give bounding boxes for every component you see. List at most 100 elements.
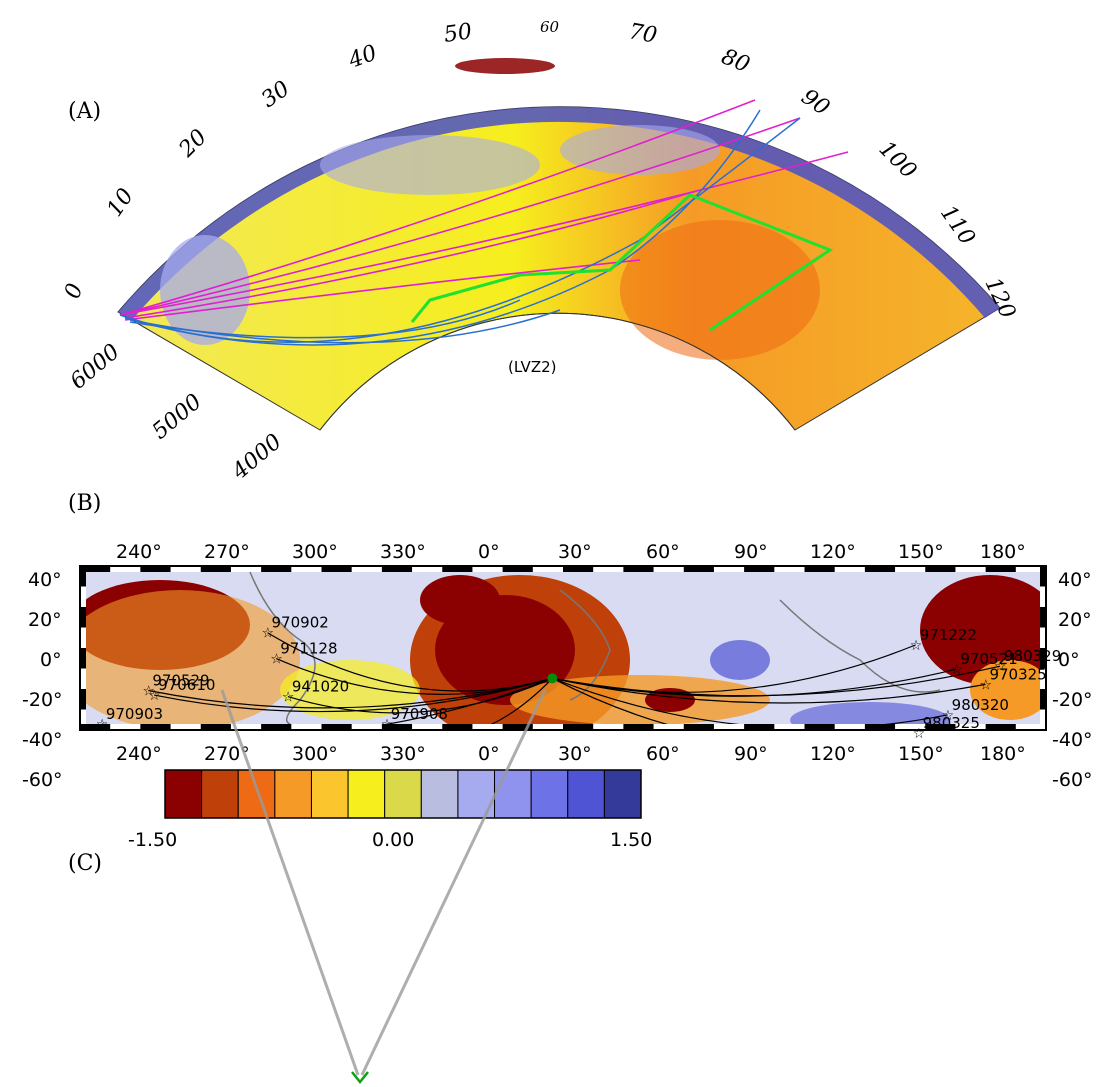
angle-tick: 60 xyxy=(540,18,560,36)
lat-tick-left: 40° xyxy=(28,569,62,591)
event-label: 971222 xyxy=(920,626,977,644)
surface-ray-paths xyxy=(101,632,1001,724)
colorbar-swatch xyxy=(237,769,276,819)
colorbar-swatch xyxy=(530,769,569,819)
panel-c-partial: (C) xyxy=(68,689,547,1085)
lon-tick-bottom: 0° xyxy=(478,743,500,765)
frame-checker-segment xyxy=(683,566,714,572)
lon-tick-top: 270° xyxy=(204,541,250,563)
lon-tick-top: 0° xyxy=(478,541,500,563)
lat-tick-right: 40° xyxy=(1058,569,1092,591)
frame-checker-segment xyxy=(804,724,835,730)
angle-tick: 80 xyxy=(718,44,753,78)
colorbar-swatch xyxy=(164,769,203,819)
panel-a-cross-section: (A) (LVZ2) 0 xyxy=(60,18,1020,485)
core-cutout xyxy=(319,312,796,431)
colorbar-swatch xyxy=(347,769,386,819)
colorbar-swatches xyxy=(164,769,642,819)
lon-tick-bottom: 60° xyxy=(646,743,680,765)
event-label: 980329 xyxy=(1004,647,1061,665)
panel-a-label: (A) xyxy=(68,99,101,124)
lat-ticks-left: 40° 20° 0° -20° -40° -60° xyxy=(22,569,63,791)
colorbar: -1.50 0.00 1.50 xyxy=(128,769,652,851)
angle-tick: 30 xyxy=(257,76,294,113)
colorbar-swatch xyxy=(567,769,605,819)
surface-ray-path xyxy=(101,677,553,724)
event-label: 970529 xyxy=(152,671,209,689)
frame-checker-segment xyxy=(925,566,956,572)
lat-tick-left: -60° xyxy=(22,769,63,791)
event-star-icon: ☆ xyxy=(994,659,1007,675)
frame-checker-segment xyxy=(1040,607,1046,628)
lon-tick-top: 300° xyxy=(292,541,338,563)
frame-checker-segment xyxy=(623,724,654,730)
frame-checker-segment xyxy=(80,724,111,730)
frame-checker-segment xyxy=(442,724,473,730)
colorbar-frame xyxy=(164,769,642,819)
ray-paths-blue xyxy=(119,109,801,346)
panel-b-label: (B) xyxy=(68,491,101,516)
lon-tick-bottom: 150° xyxy=(898,743,944,765)
frame-checker-segment xyxy=(623,566,654,572)
lon-ticks-top: 240° 270° 300° 330° 0° 30° 60° 90° 120° … xyxy=(116,541,1026,563)
frame-checker-segment xyxy=(985,724,1016,730)
frame-checker-segment xyxy=(925,724,956,730)
lat-tick-left: -20° xyxy=(22,689,63,711)
colorbar-mid: 0.00 xyxy=(372,829,414,851)
surface-ray-path xyxy=(552,677,986,704)
slice-blue-patch xyxy=(320,135,540,195)
angle-tick: 50 xyxy=(442,19,473,48)
colorbar-swatch xyxy=(603,769,642,819)
event-star-icon: ☆ xyxy=(148,688,161,704)
frame-checker-segment xyxy=(804,566,835,572)
frame-checker-segment xyxy=(80,566,111,572)
lon-tick-bottom: 270° xyxy=(204,743,250,765)
lon-tick-top: 150° xyxy=(898,541,944,563)
frame-checker-segment xyxy=(261,566,292,572)
colorbar-swatch xyxy=(310,769,349,819)
event-star-icon: ☆ xyxy=(262,626,275,642)
lon-tick-bottom: 330° xyxy=(380,743,426,765)
lon-tick-top: 180° xyxy=(980,541,1026,563)
event-label: 941020 xyxy=(292,678,349,696)
frame-checker-segment xyxy=(864,724,896,730)
angle-tick: 90 xyxy=(797,84,834,121)
frame-checker-segment xyxy=(1040,689,1046,710)
frame-checker-segment xyxy=(321,566,352,572)
surface-ray-path xyxy=(552,677,948,724)
slice-orange-patch xyxy=(620,220,820,360)
frame-checker-segment xyxy=(1040,566,1046,587)
angle-tick: 40 xyxy=(345,41,381,74)
event-label: 980325 xyxy=(923,714,980,732)
lat-tick-right: -40° xyxy=(1052,729,1093,751)
event-label: 970902 xyxy=(272,614,329,632)
event-label: 971128 xyxy=(280,640,337,658)
frame-checker-segment xyxy=(864,566,896,572)
event-star-icon: ☆ xyxy=(979,677,992,693)
angle-tick: 100 xyxy=(874,137,921,184)
lat-tick-left: 20° xyxy=(28,609,62,631)
frame-checker-segment xyxy=(140,724,171,730)
event-label: 970610 xyxy=(158,676,215,694)
frame-checker-segment xyxy=(1040,648,1046,669)
radius-tick: 6000 xyxy=(66,339,125,394)
colorbar-swatch xyxy=(494,769,532,819)
event-star-icon: ☆ xyxy=(913,726,926,742)
lon-tick-top: 30° xyxy=(558,541,592,563)
frame-checker-segment xyxy=(442,566,473,572)
lon-tick-top: 90° xyxy=(734,541,768,563)
lon-tick-top: 330° xyxy=(380,541,426,563)
slice-blue-patch xyxy=(560,125,720,175)
frame-checker-segment xyxy=(80,607,86,628)
event-star-icon: ☆ xyxy=(96,717,109,733)
event-star-icon: ☆ xyxy=(950,662,963,678)
radius-tick: 4000 xyxy=(227,429,287,485)
event-star-icon: ☆ xyxy=(942,708,955,724)
event-label: 970325 xyxy=(989,665,1046,683)
angle-tick: 110 xyxy=(935,201,980,250)
angle-tick: 20 xyxy=(174,125,212,163)
frame-checker-segment xyxy=(80,566,86,587)
surface-ray-path xyxy=(552,677,668,724)
colorbar-swatch xyxy=(201,769,239,819)
lat-tick-right: -60° xyxy=(1052,769,1093,791)
